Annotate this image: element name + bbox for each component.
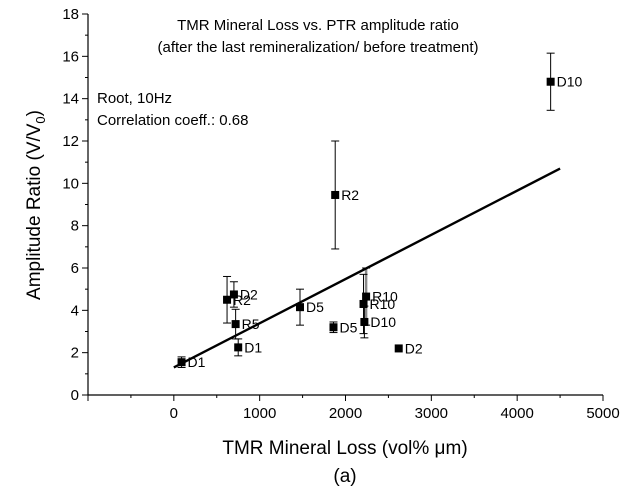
data-point [231,320,240,329]
data-point-label: R5 [242,316,260,332]
x-tick-label: 1000 [243,405,276,422]
fit-line [173,167,561,369]
y-tick-label: 12 [62,133,79,150]
data-point-label: R10 [372,289,398,305]
y-tick-label: 8 [71,218,79,235]
annotation-correlation: Correlation coeff.: 0.68 [97,112,248,129]
x-tick-label: 0 [170,405,178,422]
data-point-label: D10 [557,74,583,90]
x-tick-label: 2000 [329,405,362,422]
data-point [329,323,338,332]
data-point [296,303,305,312]
annotation-condition: Root, 10Hz [97,90,172,107]
y-axis-label-close: ) [24,110,45,116]
figure-caption: (a) [333,466,356,487]
data-point-label: R10 [370,296,396,312]
data-point-label: D1 [244,339,262,355]
data-point [234,343,243,352]
data-point [394,344,403,353]
y-tick-label: 4 [71,302,79,319]
x-axis-label: TMR Mineral Loss (vol% μm) [222,438,467,459]
chart-subtitle: (after the last remineralization/ before… [158,39,479,56]
x-tick-label: 3000 [415,405,448,422]
data-point [223,295,232,304]
y-tick-label: 0 [71,387,79,404]
data-point-label: R2 [233,292,251,308]
y-tick-label: 10 [62,175,79,192]
x-tick-label: 5000 [586,405,619,422]
data-point-label: D5 [339,319,357,335]
data-point-label: D2 [405,340,423,356]
chart-title: TMR Mineral Loss vs. PTR amplitude ratio [177,17,459,34]
y-tick-label: 16 [62,48,79,65]
y-tick-label: 14 [62,91,79,108]
y-axis-label-subscript: 0 [33,116,48,123]
data-point [546,77,555,86]
data-point-label: D1 [188,354,206,370]
data-points [177,77,555,367]
data-point-label: R2 [341,187,359,203]
data-point [177,358,186,367]
y-axis-label: Amplitude Ratio (V/V0) [24,110,48,300]
x-tick-label: 4000 [500,405,533,422]
y-tick-label: 18 [62,6,79,23]
data-point-label: D10 [370,314,396,330]
data-point-label: D5 [306,299,324,315]
data-point [331,190,340,199]
y-tick-label: 2 [71,345,79,362]
data-point [359,299,368,308]
axis-ticks: 0 1000 2000 3000 4000 5000 0 2 4 6 8 10 12 14 16 18 [62,6,619,422]
data-point [360,317,369,326]
data-point [229,290,238,299]
y-axis-label-main: Amplitude Ratio (V/V [24,123,45,300]
data-point-label: D2 [240,286,258,302]
y-tick-label: 6 [71,260,79,277]
data-point [362,292,371,301]
